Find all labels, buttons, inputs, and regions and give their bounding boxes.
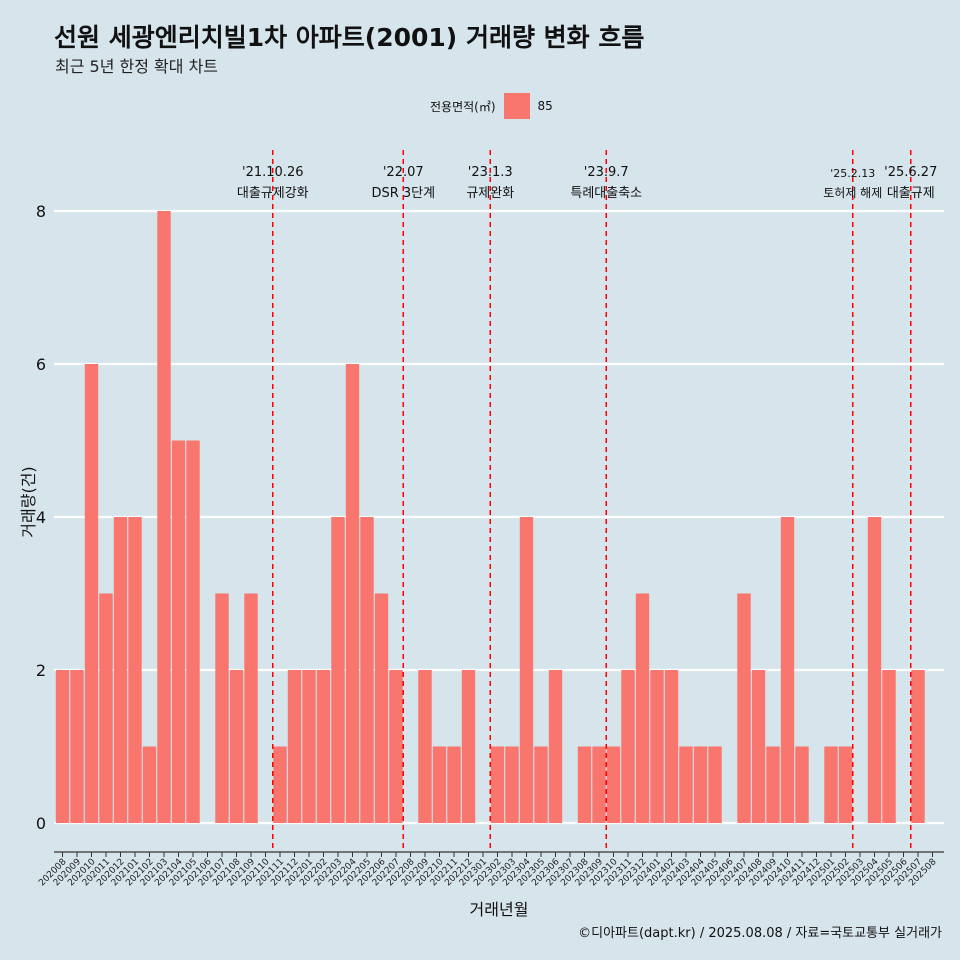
bar [737,593,751,823]
bar [606,746,621,823]
event-name-label: 규제완화 [466,186,514,201]
bar [70,670,84,823]
bar [490,746,505,823]
bar [911,670,925,823]
bar [679,746,693,823]
bar [157,211,171,823]
bar [142,746,157,823]
legend-title: 전용면적(㎡) [430,99,496,114]
bar [128,517,142,823]
bar [229,670,244,823]
bar [302,670,316,823]
bar [548,670,563,823]
chart-title: 선원 세광엔리치빌1차 아파트(2001) 거래량 변화 흐름 [54,23,645,52]
bar [316,670,331,823]
bar [389,670,403,823]
bar [287,670,302,823]
x-axis-title: 거래년월 [470,900,529,919]
bar [331,517,345,823]
event-name-label: 토허제 해제 [823,186,882,200]
bar [432,746,447,823]
bar [186,440,200,823]
bar [374,593,389,823]
event-name-label: 대출규제 [887,186,935,201]
y-tick-label: 4 [36,508,46,527]
bar [505,746,519,823]
event-date-label: '22.07 [383,165,424,180]
event-date-label: '25.6.27 [884,165,937,180]
chart-subtitle: 최근 5년 한정 확대 차트 [55,57,219,76]
event-date-label: '23.9.7 [584,165,629,180]
event-name-label: 대출규제강화 [237,186,309,201]
bar [751,670,766,823]
y-tick-label: 2 [36,661,46,680]
bar [621,670,635,823]
bar [534,746,548,823]
bar [766,746,780,823]
bar [461,670,476,823]
bar [867,517,882,823]
bar [838,746,853,823]
y-tick-label: 0 [36,814,46,833]
bar [345,364,360,823]
bar [171,440,186,823]
y-axis-title: 거래량(건) [19,466,38,537]
bar [708,746,722,823]
bar [113,517,128,823]
legend: 전용면적(㎡) 85 [430,93,553,119]
bar [273,746,287,823]
bar [447,746,461,823]
bar [635,593,650,823]
y-tick-label: 8 [36,202,46,221]
bar [360,517,374,823]
bar [780,517,795,823]
event-date-label: '23.1.3 [468,165,513,180]
event-date-label: '21.10.26 [242,165,303,180]
y-tick-label: 6 [36,355,46,374]
bar [882,670,896,823]
bar [824,746,838,823]
bar [577,746,592,823]
bar [84,364,99,823]
legend-label: 85 [537,99,553,113]
bar [664,670,679,823]
bar [795,746,809,823]
source-caption: ©디아파트(dapt.kr) / 2025.08.08 / 자료=국토교통부 실… [578,926,942,941]
event-name-label: DSR 3단계 [371,186,435,201]
bar [650,670,664,823]
event-name-label: 특례대출축소 [570,186,642,201]
bar [519,517,534,823]
bar [693,746,708,823]
bar [99,593,113,823]
bar [592,746,606,823]
legend-color-key [503,93,530,119]
bar [418,670,432,823]
bar [244,593,258,823]
bar [215,593,229,823]
event-date-label: '25.2.13 [830,167,875,180]
bar [55,670,70,823]
